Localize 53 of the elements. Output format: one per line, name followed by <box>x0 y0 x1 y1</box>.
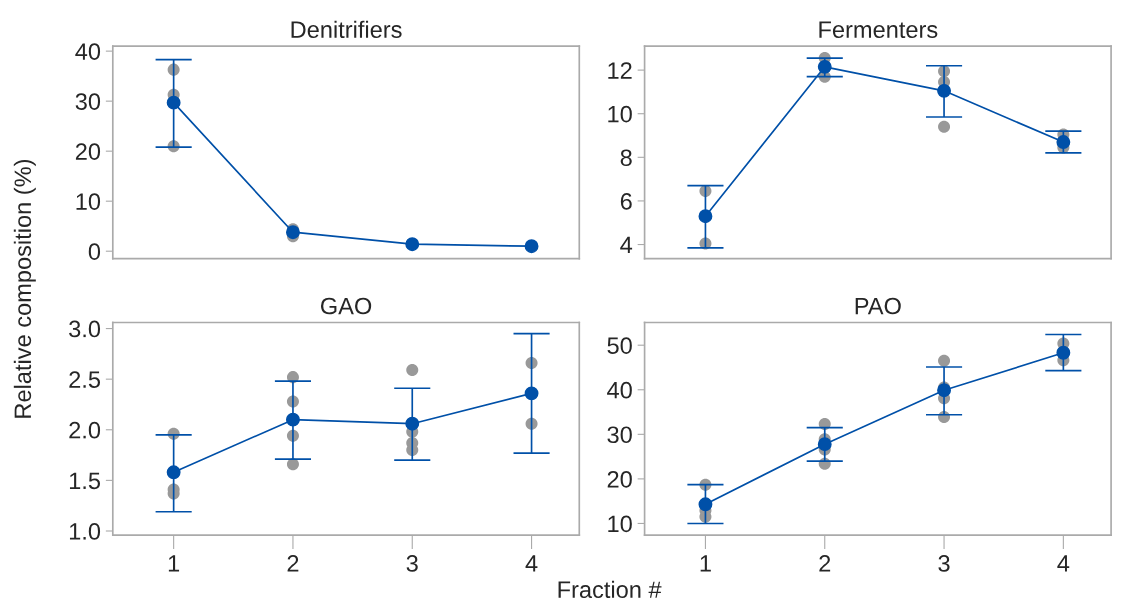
chart-title: Denitrifiers <box>291 20 402 39</box>
y-tick-label: 20 <box>75 143 101 160</box>
point <box>166 95 181 110</box>
x-tick-label: 3 <box>938 555 950 572</box>
point <box>937 83 951 98</box>
point <box>405 416 420 431</box>
x-tick-label: 2 <box>287 555 299 572</box>
y-tick-label: 30 <box>607 426 632 444</box>
chart-title: PAO <box>855 297 901 315</box>
point <box>524 239 539 254</box>
y-tick-label: 10 <box>608 515 632 533</box>
x-axis-title: Fraction # <box>558 580 662 599</box>
y-tick-label: 10 <box>76 193 101 210</box>
x-tick-label: 3 <box>406 555 418 572</box>
point <box>406 364 419 377</box>
point <box>1056 345 1071 360</box>
y-tick-label: 3.0 <box>69 320 101 338</box>
point <box>937 383 951 398</box>
point <box>405 237 420 252</box>
y-axis-title: Relative composition (%) <box>13 159 36 418</box>
y-tick-label: 20 <box>607 470 632 488</box>
point <box>698 209 713 224</box>
y-tick-label: 2.0 <box>69 421 101 439</box>
y-tick-label: 2.5 <box>69 371 101 388</box>
point <box>286 225 300 240</box>
x-tick-label: 2 <box>819 555 831 572</box>
x-tick-label: 1 <box>700 555 711 572</box>
chart-title: Fermenters <box>819 21 938 39</box>
y-tick-label: 40 <box>607 381 632 399</box>
y-tick-label: 0 <box>88 243 101 260</box>
point <box>524 386 539 401</box>
point <box>938 354 951 367</box>
chart-title: GAO <box>320 297 372 315</box>
x-tick-label: 4 <box>1057 555 1070 572</box>
point <box>166 465 181 480</box>
y-tick-label: 30 <box>75 93 101 110</box>
y-tick-label: 8 <box>620 149 632 167</box>
x-tick-label: 4 <box>525 555 538 572</box>
x-tick-label: 1 <box>168 555 180 572</box>
point <box>698 497 713 512</box>
y-tick-label: 10 <box>608 105 632 123</box>
y-tick-label: 1.5 <box>69 472 101 490</box>
point <box>938 120 951 133</box>
point <box>817 59 832 74</box>
y-tick-label: 6 <box>620 192 632 210</box>
y-tick-label: 1.0 <box>69 523 101 540</box>
point <box>1056 135 1071 150</box>
y-tick-label: 4 <box>620 236 633 254</box>
y-tick-label: 40 <box>75 43 101 60</box>
y-tick-label: 12 <box>608 62 632 79</box>
point <box>286 412 300 427</box>
point <box>817 437 832 452</box>
y-tick-label: 50 <box>607 337 632 354</box>
